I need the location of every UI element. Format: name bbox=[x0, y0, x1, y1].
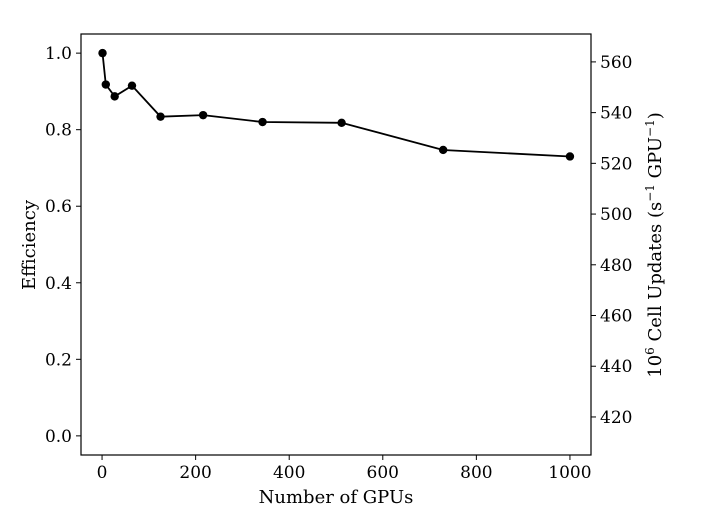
data-point bbox=[337, 118, 346, 127]
data-point bbox=[127, 81, 137, 90]
series-group bbox=[98, 48, 575, 161]
y-right-label-part: 10 bbox=[645, 355, 666, 378]
data-point bbox=[198, 110, 208, 120]
y-right-tick-label: 520 bbox=[600, 154, 632, 174]
y-left-tick-label: 0.2 bbox=[45, 350, 72, 370]
x-tick-label: 200 bbox=[179, 463, 211, 483]
y-right-tick-label: 560 bbox=[600, 53, 632, 73]
y-left-tick-label: 0.0 bbox=[45, 427, 72, 447]
y-right-axis-ticks: 420 440 460 480 500 520 540 560 bbox=[591, 53, 632, 428]
y-left-tick-label: 1.0 bbox=[45, 44, 72, 64]
y-left-axis-ticks: 0.0 0.2 0.4 0.6 0.8 1.0 bbox=[45, 44, 81, 447]
y-right-tick-label: 460 bbox=[600, 307, 632, 327]
y-right-axis-label: 106 Cell Updates (s−1 GPU−1) bbox=[643, 112, 666, 378]
data-point bbox=[101, 80, 110, 89]
y-right-label-part: 6 bbox=[643, 347, 657, 355]
data-point bbox=[110, 92, 119, 101]
x-axis-label: Number of GPUs bbox=[259, 487, 414, 508]
y-right-tick-label: 440 bbox=[600, 357, 632, 377]
x-tick-label: 600 bbox=[367, 463, 399, 483]
data-point bbox=[438, 145, 448, 155]
y-left-tick-label: 0.6 bbox=[45, 197, 72, 217]
x-tick-label: 1000 bbox=[548, 463, 591, 483]
y-right-label-part: Cell Updates bbox=[645, 218, 666, 347]
y-left-tick-label: 0.8 bbox=[45, 121, 72, 141]
data-point bbox=[98, 48, 107, 58]
y-right-tick-label: 500 bbox=[600, 205, 632, 225]
x-tick-label: 800 bbox=[460, 463, 492, 483]
x-tick-label: 0 bbox=[97, 463, 108, 483]
plot-frame bbox=[80, 33, 592, 456]
y-right-tick-label: 540 bbox=[600, 104, 632, 124]
x-axis-ticks: 0 200 400 600 800 1000 bbox=[97, 455, 592, 483]
y-right-label-part: (s bbox=[645, 202, 666, 218]
data-point bbox=[156, 112, 165, 121]
data-point bbox=[565, 152, 575, 161]
series-line bbox=[101, 53, 570, 158]
data-point bbox=[258, 117, 267, 127]
y-right-label-part: ) bbox=[645, 112, 666, 119]
y-left-axis-label: Efficiency bbox=[19, 199, 40, 290]
y-left-tick-label: 0.4 bbox=[45, 274, 72, 294]
y-right-tick-label: 420 bbox=[600, 408, 632, 428]
x-tick-label: 400 bbox=[273, 463, 305, 483]
y-right-label-part: GPU bbox=[645, 137, 666, 184]
y-right-label-part: −1 bbox=[643, 184, 657, 202]
y-right-label-part: −1 bbox=[643, 119, 657, 137]
y-right-tick-label: 480 bbox=[600, 256, 632, 276]
